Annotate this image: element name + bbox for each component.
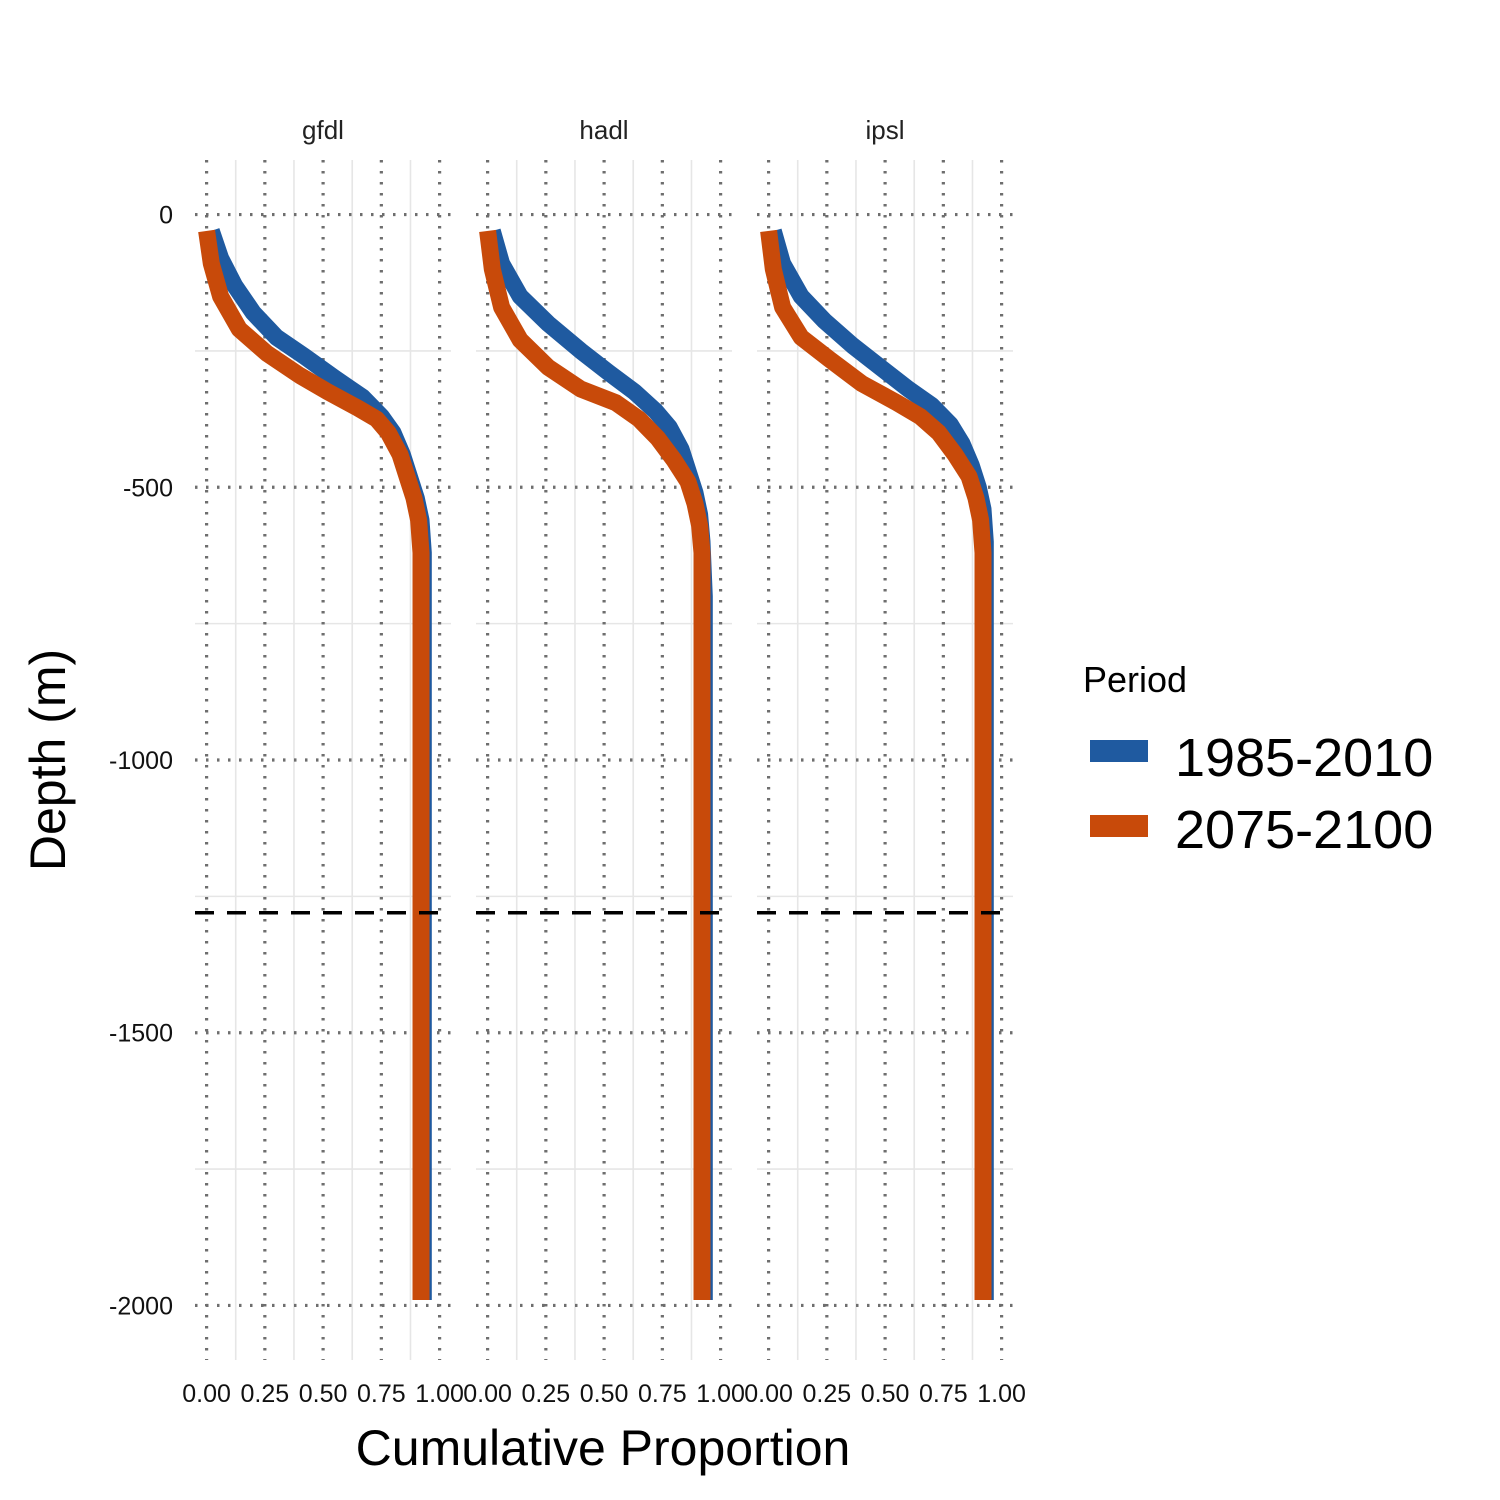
y-tick-label: -2000 (109, 1292, 173, 1320)
x-tick-label: 0.00 (182, 1380, 231, 1408)
legend-key-1985-2010 (1090, 740, 1148, 762)
x-tick-label: 0.75 (638, 1380, 687, 1408)
y-axis-ticks: 0 -500 -1000 -1500 -2000 (109, 202, 173, 1321)
x-tick-label: 0.50 (580, 1380, 629, 1408)
x-tick-label: 0.00 (463, 1380, 512, 1408)
x-tick-label: 0.50 (299, 1380, 348, 1408)
legend-label-1985-2010: 1985-2010 (1175, 728, 1433, 788)
y-tick-label: -500 (123, 474, 173, 502)
x-tick-label: 0.25 (241, 1380, 290, 1408)
legend-label-2075-2100: 2075-2100 (1175, 800, 1433, 860)
legend-key-2075-2100 (1090, 815, 1148, 837)
facet-label-ipsl: ipsl (865, 115, 904, 145)
legend-title: Period (1083, 659, 1187, 700)
x-tick-label: 0.50 (861, 1380, 910, 1408)
series-line-2075-2100 (479, 229, 711, 1300)
y-tick-label: -1000 (109, 747, 173, 775)
y-tick-label: 0 (159, 202, 173, 230)
x-tick-label: 1.00 (696, 1380, 745, 1408)
x-axis-title: Cumulative Proportion (356, 1420, 851, 1476)
legend: Period 1985-2010 2075-2100 (1083, 659, 1433, 860)
x-tick-label: 1.00 (415, 1380, 464, 1408)
y-tick-label: -1500 (109, 1020, 173, 1048)
y-axis-title: Depth (m) (20, 649, 76, 871)
x-tick-label: 0.25 (522, 1380, 571, 1408)
panel-ipsl: ipsl 0.00 0.25 0.50 0.75 1.00 (744, 115, 1026, 1408)
x-tick-label: 0.25 (803, 1380, 852, 1408)
series-line-2075-2100 (198, 229, 430, 1300)
panel-hadl: hadl 0.00 0.25 0.50 0.75 1.00 (463, 115, 745, 1408)
facet-panels: gfdl 0.00 0.25 0.50 0.75 1.00 hadl 0.00 0.25 0.50… (182, 115, 1026, 1408)
x-tick-label: 0.75 (919, 1380, 968, 1408)
x-tick-label: 0.00 (744, 1380, 793, 1408)
series-line-2075-2100 (760, 229, 992, 1300)
panel-gfdl: gfdl 0.00 0.25 0.50 0.75 1.00 (182, 115, 464, 1408)
x-tick-label: 1.00 (977, 1380, 1026, 1408)
facet-label-hadl: hadl (579, 115, 628, 145)
facet-label-gfdl: gfdl (302, 115, 344, 145)
x-tick-label: 0.75 (357, 1380, 406, 1408)
